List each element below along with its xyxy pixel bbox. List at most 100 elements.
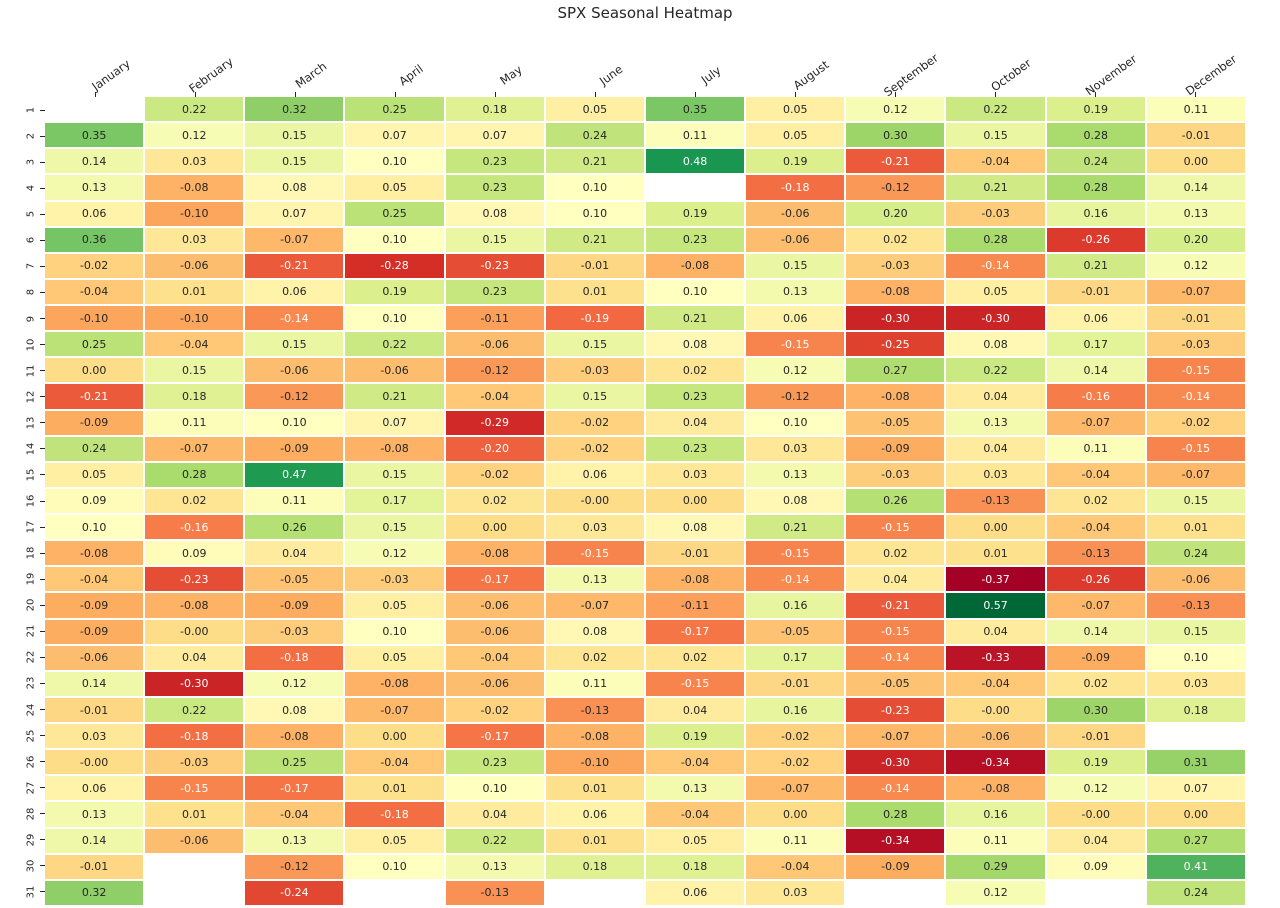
y-axis-label-25: 25 [25, 729, 37, 742]
heatmap-cell: -0.12 [445, 358, 544, 383]
heatmap-cell: -0.07 [846, 724, 945, 749]
heatmap-cell: -0.05 [846, 671, 945, 696]
heatmap-cell: -0.13 [445, 880, 544, 905]
heatmap-cell: 0.12 [1046, 776, 1145, 801]
heatmap-cell: 0.18 [545, 854, 644, 879]
heatmap-cell: 0.13 [45, 175, 144, 200]
x-tick [294, 92, 296, 97]
y-tick [40, 370, 45, 372]
heatmap-cell: 0.14 [45, 149, 144, 174]
y-axis-label-13: 13 [25, 416, 37, 430]
heatmap-cell: -0.03 [245, 619, 344, 644]
heatmap-cell: -0.29 [445, 410, 544, 435]
heatmap-cell: -0.30 [145, 671, 244, 696]
heatmap-cell: 0.11 [545, 671, 644, 696]
heatmap-cell: -0.08 [145, 175, 244, 200]
x-axis-label-may: May [497, 62, 525, 88]
heatmap-cell: 0.14 [1146, 175, 1245, 200]
heatmap-cell: 0.11 [1146, 97, 1245, 122]
y-tick [40, 109, 45, 111]
heatmap-cell: -0.04 [445, 645, 544, 670]
heatmap-cell: 0.02 [145, 488, 244, 514]
heatmap-cell: 0.04 [645, 697, 745, 723]
heatmap-cell: 0.20 [846, 201, 945, 226]
heatmap-cell: -0.26 [1046, 227, 1145, 252]
heatmap-cell: 0.04 [445, 802, 544, 827]
heatmap-cell: 0.10 [345, 149, 444, 174]
y-tick [40, 709, 45, 711]
heatmap-cell: 0.06 [45, 201, 144, 226]
x-axis-label-february: February [186, 54, 236, 96]
heatmap-cell: 0.18 [645, 854, 745, 879]
heatmap-cell: -0.18 [345, 802, 444, 827]
heatmap-cell: -0.12 [846, 175, 945, 200]
heatmap-cell: 0.08 [946, 332, 1045, 357]
heatmap-cell: 0.21 [545, 149, 644, 174]
heatmap-cell: -0.04 [245, 802, 344, 827]
x-axis-label-april: April [396, 61, 426, 89]
heatmap-cell: -0.08 [645, 253, 745, 278]
heatmap-cell: 0.17 [1046, 332, 1145, 357]
heatmap-cell: -0.02 [445, 697, 544, 723]
heatmap-cell: -0.01 [746, 671, 845, 696]
heatmap-cell: -0.02 [746, 724, 845, 749]
y-axis-label-9: 9 [25, 315, 37, 322]
heatmap-cell: 0.01 [345, 776, 444, 801]
heatmap-cell: 0.14 [1046, 619, 1145, 644]
heatmap-cell: 0.00 [1146, 149, 1245, 174]
x-axis-label-november: November [1082, 51, 1140, 99]
heatmap-cell: -0.02 [746, 750, 845, 775]
heatmap-cell: 0.03 [746, 880, 845, 905]
heatmap-cell: 0.05 [345, 828, 444, 853]
x-axis-label-december: December [1182, 51, 1240, 99]
y-tick [40, 839, 45, 841]
heatmap-cell: 0.16 [946, 802, 1045, 827]
y-tick [40, 239, 45, 241]
y-tick [40, 500, 45, 502]
heatmap-cell: 0.03 [145, 149, 244, 174]
heatmap-cell: 0.02 [1046, 488, 1145, 514]
heatmap-cell: 0.06 [545, 802, 644, 827]
y-axis-label-27: 27 [25, 781, 37, 795]
heatmap-cell: -0.18 [746, 175, 845, 200]
heatmap-cell: 0.14 [45, 828, 144, 853]
heatmap-cell: 0.17 [746, 645, 845, 670]
y-axis-label-10: 10 [25, 338, 37, 351]
heatmap-cell: -0.01 [1146, 306, 1245, 331]
heatmap-cell: -0.04 [645, 802, 745, 827]
y-axis-label-21: 21 [25, 624, 37, 638]
heatmap-cell: -0.03 [846, 253, 945, 278]
heatmap-cell: 0.20 [1146, 227, 1245, 252]
heatmap-cell: -0.01 [45, 854, 144, 879]
y-tick [40, 135, 45, 137]
heatmap-cell: 0.26 [245, 515, 344, 540]
heatmap-cell: -0.01 [1146, 123, 1245, 148]
heatmap-cell: -0.04 [445, 384, 544, 409]
heatmap-cell: 0.15 [1146, 488, 1245, 514]
heatmap-cell: -0.15 [645, 671, 745, 696]
heatmap-cell: -0.00 [145, 619, 244, 644]
heatmap-cell: 0.22 [946, 358, 1045, 383]
heatmap-cell: 0.17 [345, 488, 444, 514]
heatmap-cell: 0.24 [1046, 149, 1145, 174]
heatmap-cell: -0.04 [145, 332, 244, 357]
heatmap-cell: 0.47 [245, 462, 344, 487]
heatmap-cell: 0.02 [1046, 671, 1145, 696]
x-axis-label-march: March [292, 59, 330, 91]
heatmap-cell: 0.02 [645, 645, 745, 670]
heatmap-cell: 0.02 [846, 227, 945, 252]
y-tick [40, 318, 45, 320]
y-tick [40, 787, 45, 789]
heatmap-cell: -0.08 [645, 567, 745, 592]
y-axis-label-28: 28 [25, 807, 37, 821]
heatmap-cell: -0.03 [545, 358, 644, 383]
heatmap-cell: 0.13 [645, 776, 745, 801]
heatmap-cell [1146, 724, 1245, 749]
heatmap-cell: 0.24 [545, 123, 644, 148]
heatmap-cell: -0.14 [245, 306, 344, 331]
heatmap-cell [545, 880, 644, 905]
heatmap-cell: -0.15 [1146, 358, 1245, 383]
heatmap-cell: -0.30 [846, 750, 945, 775]
heatmap-cell: 0.08 [245, 697, 344, 723]
heatmap-cell: 0.19 [746, 149, 845, 174]
